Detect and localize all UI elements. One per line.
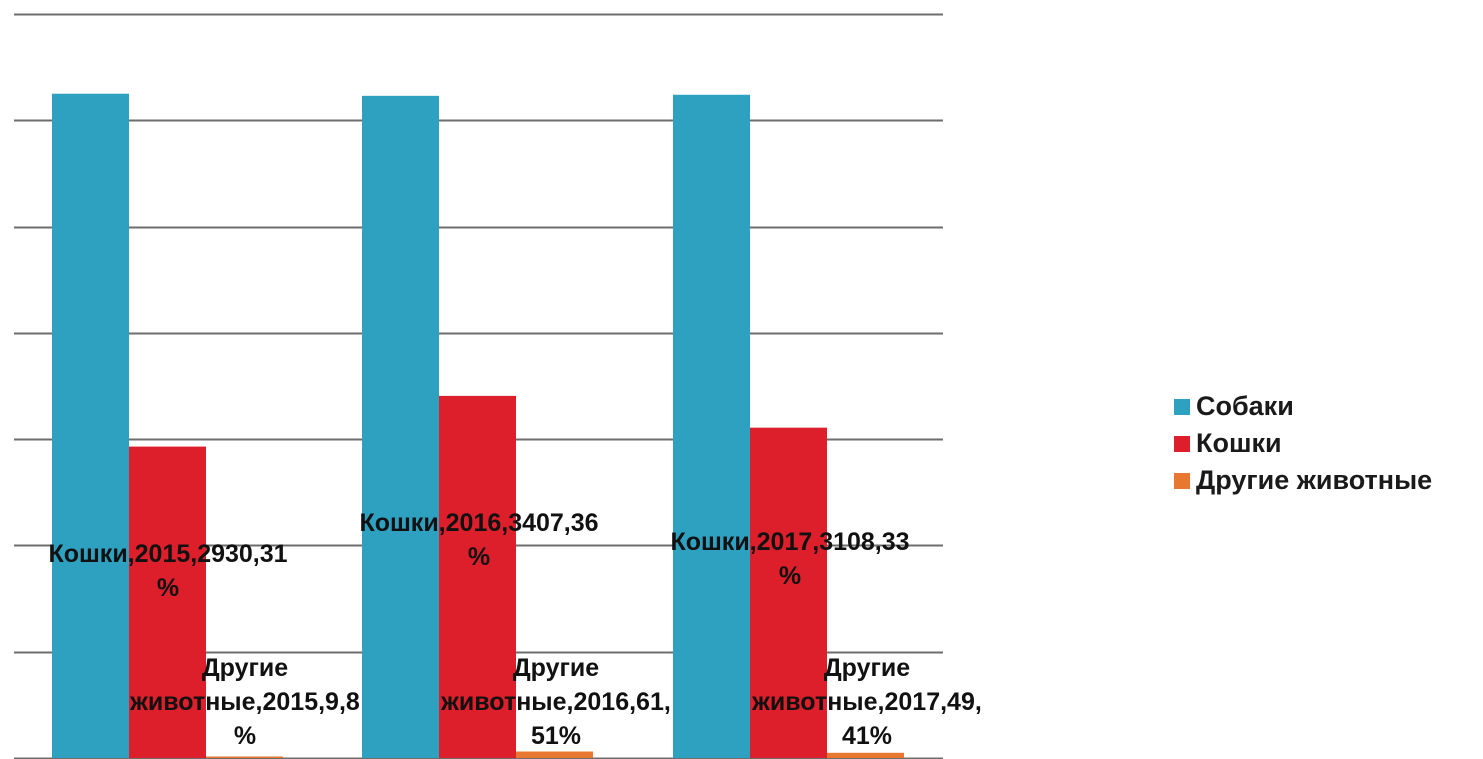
legend-label-dogs: Собаки bbox=[1196, 391, 1294, 421]
data-label-other-animals-2015: животные,2015,9,8 bbox=[129, 688, 360, 716]
legend-swatch-dogs bbox=[1174, 398, 1190, 415]
data-labels: Кошки,2015,2930,31% Кошки,2016,3407,36% Ко… bbox=[48, 509, 981, 750]
data-label-other-animals-2015: Другие bbox=[202, 654, 288, 682]
legend-label-other-animals: Другие животные bbox=[1196, 465, 1433, 495]
bar-cats-2015[interactable] bbox=[129, 446, 206, 758]
data-label-other-animals-2017: животные,2017,49, bbox=[751, 688, 982, 716]
legend-item-dogs[interactable]: Собаки bbox=[1174, 388, 1432, 425]
legend-swatch-other-animals bbox=[1174, 472, 1190, 489]
bars bbox=[52, 93, 904, 759]
bar-dogs-2017[interactable] bbox=[673, 94, 750, 758]
bar-other-animals-2015[interactable] bbox=[206, 756, 283, 759]
bar-dogs-2015[interactable] bbox=[52, 93, 129, 758]
data-label-other-animals-2016: Другие bbox=[513, 654, 599, 682]
bar-cats-2016[interactable] bbox=[439, 395, 516, 758]
legend-label-cats: Кошки bbox=[1196, 428, 1282, 458]
data-label-cats-2015: Кошки,2015,2930,31 bbox=[48, 540, 287, 568]
data-label-other-animals-2017: Другие bbox=[824, 654, 910, 682]
data-label-cats-2017: Кошки,2017,3108,33 bbox=[670, 528, 909, 556]
data-label-cats-2016: Кошки,2016,3407,36 bbox=[359, 509, 598, 537]
data-label-cats-2017: % bbox=[779, 562, 801, 590]
data-label-other-animals-2016: животные,2016,61, bbox=[440, 688, 671, 716]
data-label-other-animals-2017: 41% bbox=[842, 722, 892, 750]
legend: Собаки Кошки Другие животные bbox=[1174, 388, 1432, 499]
data-label-other-animals-2015: % bbox=[234, 722, 256, 750]
bar-cats-2017[interactable] bbox=[750, 427, 827, 758]
bar-dogs-2016[interactable] bbox=[362, 95, 439, 759]
bar-other-animals-2016[interactable] bbox=[516, 751, 593, 758]
legend-item-cats[interactable]: Кошки bbox=[1174, 425, 1432, 462]
legend-item-other-animals[interactable]: Другие животные bbox=[1174, 462, 1432, 499]
bar-other-animals-2017[interactable] bbox=[827, 752, 904, 758]
data-label-cats-2016: % bbox=[468, 543, 490, 571]
data-label-cats-2015: % bbox=[157, 574, 179, 602]
data-label-other-animals-2016: 51% bbox=[531, 722, 581, 750]
legend-swatch-cats bbox=[1174, 435, 1190, 452]
